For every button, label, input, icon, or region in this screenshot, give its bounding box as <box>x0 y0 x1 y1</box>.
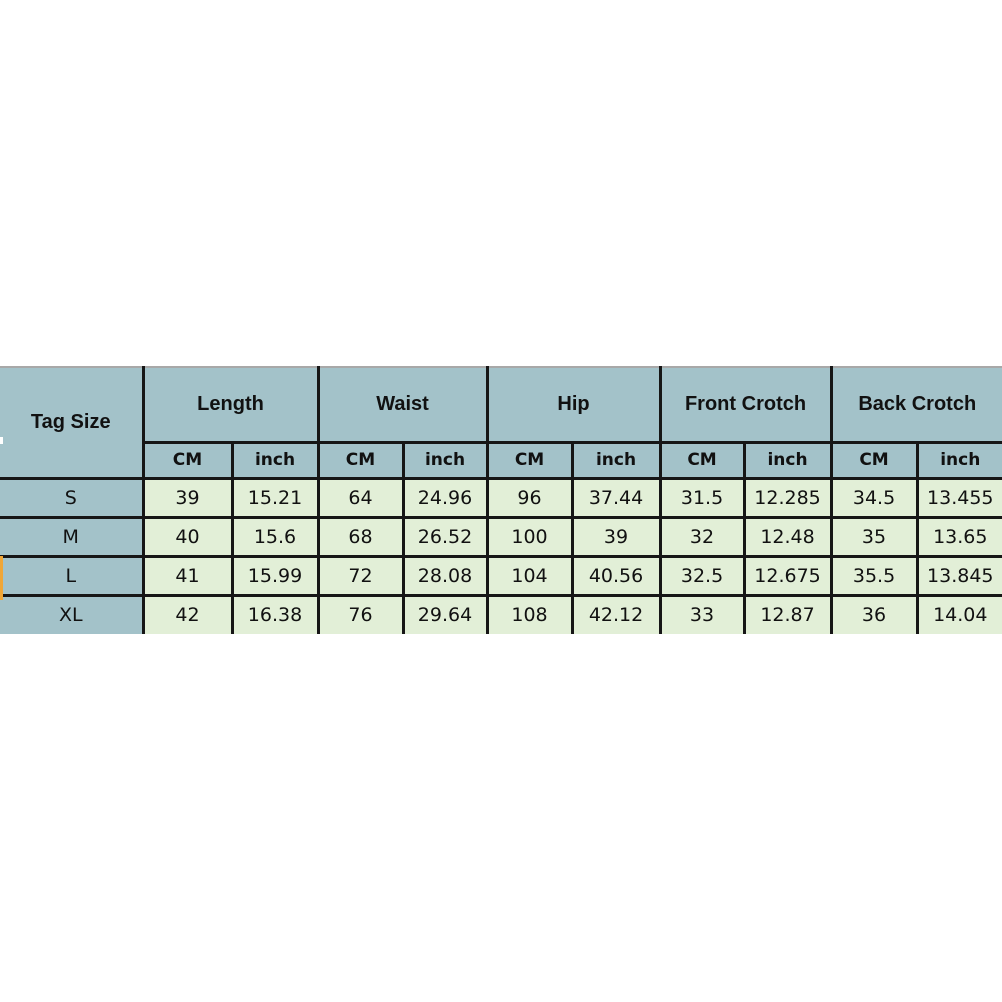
group-header-front-crotch: Front Crotch <box>658 367 833 444</box>
row-l-highlight-marker <box>0 556 3 600</box>
cell-waist-cm: 64 <box>316 478 405 519</box>
unit-header-inch: inch <box>915 440 1002 480</box>
cell-hip-inch: 40.56 <box>570 554 662 597</box>
cell-length-inch: 15.6 <box>230 515 320 558</box>
left-edge-crop-notch <box>0 437 3 444</box>
table-row-s: S 39 15.21 64 24.96 96 37.44 31.5 12.285… <box>0 478 1002 519</box>
cell-hip-cm: 100 <box>485 515 574 558</box>
row-tag: L <box>0 554 145 597</box>
cell-front-crotch-cm: 32 <box>658 515 746 558</box>
cell-waist-inch: 29.64 <box>401 593 489 634</box>
cell-back-crotch-cm: 35 <box>829 515 919 558</box>
cell-hip-cm: 104 <box>485 554 574 597</box>
cell-length-inch: 16.38 <box>230 593 320 634</box>
cell-front-crotch-cm: 31.5 <box>658 478 746 519</box>
cell-waist-inch: 26.52 <box>401 515 489 558</box>
cell-hip-cm: 96 <box>485 478 574 519</box>
cell-front-crotch-cm: 32.5 <box>658 554 746 597</box>
cell-waist-cm: 68 <box>316 515 405 558</box>
group-header-hip: Hip <box>485 367 662 444</box>
cell-back-crotch-inch: 13.65 <box>915 515 1002 558</box>
group-header-back-crotch: Back Crotch <box>829 367 1002 444</box>
size-chart-table: Tag Size Length Waist Hip Front Crotch B… <box>0 366 1002 634</box>
cell-length-cm: 41 <box>141 554 234 597</box>
unit-header-inch: inch <box>570 440 662 480</box>
table-row-l: L 41 15.99 72 28.08 104 40.56 32.5 12.67… <box>0 554 1002 597</box>
cell-front-crotch-cm: 33 <box>658 593 746 634</box>
tag-size-header: Tag Size <box>0 367 145 480</box>
cell-length-inch: 15.21 <box>230 478 320 519</box>
group-header-length: Length <box>141 367 320 444</box>
cell-hip-inch: 42.12 <box>570 593 662 634</box>
unit-header-cm: CM <box>658 440 746 480</box>
cell-back-crotch-cm: 35.5 <box>829 554 919 597</box>
size-chart-table-container: Tag Size Length Waist Hip Front Crotch B… <box>0 366 1002 634</box>
row-tag: S <box>0 478 145 519</box>
unit-header-cm: CM <box>316 440 405 480</box>
row-tag: XL <box>0 593 145 634</box>
header-unit-row: CM inch CM inch CM inch CM inch CM inch <box>0 440 1002 480</box>
cell-front-crotch-inch: 12.285 <box>742 478 833 519</box>
table-row-m: M 40 15.6 68 26.52 100 39 32 12.48 35 13… <box>0 515 1002 558</box>
cell-hip-inch: 39 <box>570 515 662 558</box>
cell-front-crotch-inch: 12.87 <box>742 593 833 634</box>
unit-header-inch: inch <box>230 440 320 480</box>
cell-hip-cm: 108 <box>485 593 574 634</box>
cell-length-cm: 42 <box>141 593 234 634</box>
cell-back-crotch-inch: 13.455 <box>915 478 1002 519</box>
cell-waist-cm: 76 <box>316 593 405 634</box>
cell-waist-inch: 28.08 <box>401 554 489 597</box>
group-header-waist: Waist <box>316 367 489 444</box>
unit-header-inch: inch <box>401 440 489 480</box>
cell-waist-cm: 72 <box>316 554 405 597</box>
cell-waist-inch: 24.96 <box>401 478 489 519</box>
row-tag: M <box>0 515 145 558</box>
cell-length-cm: 39 <box>141 478 234 519</box>
cell-back-crotch-cm: 34.5 <box>829 478 919 519</box>
unit-header-cm: CM <box>485 440 574 480</box>
cell-back-crotch-inch: 13.845 <box>915 554 1002 597</box>
cell-hip-inch: 37.44 <box>570 478 662 519</box>
cell-front-crotch-inch: 12.48 <box>742 515 833 558</box>
cell-back-crotch-inch: 14.04 <box>915 593 1002 634</box>
unit-header-inch: inch <box>742 440 833 480</box>
cell-length-inch: 15.99 <box>230 554 320 597</box>
header-group-row: Tag Size Length Waist Hip Front Crotch B… <box>0 367 1002 480</box>
cell-front-crotch-inch: 12.675 <box>742 554 833 597</box>
cell-back-crotch-cm: 36 <box>829 593 919 634</box>
unit-header-cm: CM <box>143 440 234 480</box>
table-row-xl: XL 42 16.38 76 29.64 108 42.12 33 12.87 … <box>0 593 1002 634</box>
unit-header-cm: CM <box>829 440 919 480</box>
cell-length-cm: 40 <box>141 515 234 558</box>
